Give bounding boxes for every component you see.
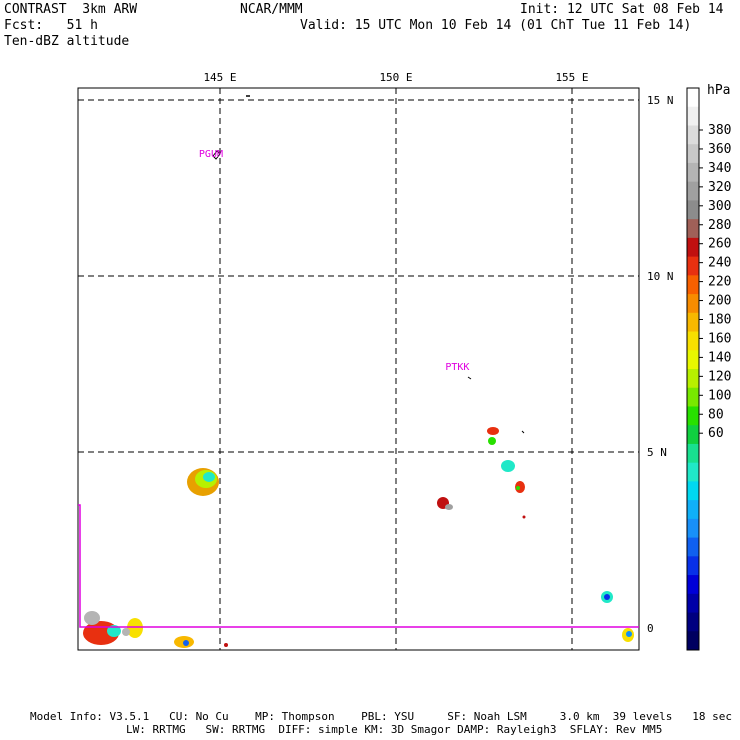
colorbar-swatch bbox=[687, 144, 699, 164]
colorbar-swatch bbox=[687, 425, 699, 445]
lat-tick-label: 15 N bbox=[647, 94, 674, 107]
echo-cell bbox=[626, 631, 632, 637]
colorbar-label: 320 bbox=[708, 180, 731, 195]
colorbar-swatch bbox=[687, 125, 699, 145]
colorbar-swatch bbox=[687, 237, 699, 258]
colorbar-swatch bbox=[687, 387, 699, 407]
colorbar-swatch bbox=[687, 575, 699, 595]
valid-time: Valid: 15 UTC Mon 10 Feb 14 (01 ChT Tue … bbox=[300, 18, 692, 33]
chuuk-coastline bbox=[467, 376, 472, 380]
lon-tick-label: 145 E bbox=[203, 71, 236, 84]
colorbar-label: 200 bbox=[708, 294, 731, 309]
colorbar-frame bbox=[686, 87, 700, 651]
colorbar-swatch bbox=[687, 518, 699, 539]
station-labels: PGUM PTKK bbox=[199, 149, 469, 373]
colorbar-unit: hPa bbox=[707, 83, 730, 98]
station-label: PGUM bbox=[199, 149, 223, 160]
colorbar-labels: 380 360 340 320 300 280 260 240 220 200 180 160 140 1… bbox=[708, 123, 731, 441]
colorbar-swatch bbox=[687, 462, 699, 482]
colorbar-swatch bbox=[687, 200, 699, 220]
colorbar-label: 380 bbox=[708, 123, 731, 138]
model-info-line2: LW: RRTMG SW: RRTMG DIFF: simple KM: 3D … bbox=[126, 723, 663, 736]
colorbar-swatch bbox=[687, 537, 699, 557]
echo-cell bbox=[203, 472, 215, 482]
colorbar-label: 140 bbox=[708, 350, 731, 365]
colorbar-label: 220 bbox=[708, 275, 731, 290]
colorbar-swatch bbox=[687, 612, 699, 632]
plot-area: PGUM PTKK bbox=[77, 87, 640, 651]
colorbar-swatch bbox=[687, 219, 699, 239]
echo-cell bbox=[604, 594, 610, 600]
colorbar-label: 60 bbox=[708, 426, 724, 441]
colorbar-swatch bbox=[687, 631, 699, 651]
model-title: CONTRAST 3km ARW bbox=[4, 2, 138, 17]
colorbar-swatch bbox=[687, 350, 699, 370]
colorbar-swatch bbox=[687, 443, 699, 464]
colorbar bbox=[686, 87, 703, 651]
island-outline bbox=[521, 430, 525, 434]
station-label: PTKK bbox=[445, 362, 469, 373]
echo-cell bbox=[224, 643, 228, 647]
lat-tick-label: 0 bbox=[647, 622, 654, 635]
echo-cell bbox=[107, 625, 121, 637]
echo-cell bbox=[127, 618, 143, 638]
colorbar-label: 160 bbox=[708, 331, 731, 346]
longitude-labels: 145 E 150 E 155 E bbox=[203, 71, 588, 84]
colorbar-label: 300 bbox=[708, 199, 731, 214]
colorbar-label: 120 bbox=[708, 369, 731, 384]
colorbar-swatch bbox=[687, 106, 699, 126]
echo-cell bbox=[488, 437, 496, 445]
echo-cell bbox=[501, 460, 515, 472]
colorbar-swatch bbox=[687, 369, 699, 389]
boundary-line bbox=[78, 504, 639, 628]
colorbar-label: 280 bbox=[708, 218, 731, 233]
colorbar-swatch bbox=[687, 162, 699, 183]
echo-cell bbox=[516, 486, 520, 490]
colorbar-swatch bbox=[687, 481, 699, 501]
colorbar-swatch bbox=[687, 593, 699, 614]
echo-cell bbox=[122, 628, 130, 636]
lat-tick-label: 10 N bbox=[647, 270, 674, 283]
gridlines bbox=[78, 88, 639, 650]
colorbar-label: 260 bbox=[708, 237, 731, 252]
colorbar-swatch bbox=[687, 181, 699, 201]
colorbar-swatch bbox=[687, 256, 699, 276]
echo-cell bbox=[183, 640, 189, 646]
colorbar-swatch bbox=[687, 500, 699, 520]
colorbar-label: 340 bbox=[708, 161, 731, 176]
colorbar-label: 100 bbox=[708, 388, 731, 403]
guam-coastline bbox=[212, 150, 221, 160]
colorbar-swatch bbox=[687, 294, 699, 314]
colorbar-swatch bbox=[687, 88, 699, 108]
lat-tick-label: 5 N bbox=[647, 446, 667, 459]
model-info-line1: Model Info: V3.5.1 CU: No Cu MP: Thompso… bbox=[30, 710, 732, 723]
institution-label: NCAR/MMM bbox=[240, 2, 303, 17]
colorbar-label: 80 bbox=[708, 407, 724, 422]
domain-boundary bbox=[78, 504, 639, 628]
echo-cell bbox=[84, 611, 100, 625]
colorbar-swatch bbox=[687, 275, 699, 295]
echo-cell bbox=[515, 481, 525, 493]
colorbar-swatch bbox=[687, 406, 699, 426]
colorbar-label: 360 bbox=[708, 142, 731, 157]
lon-tick-label: 155 E bbox=[555, 71, 588, 84]
lon-tick-label: 150 E bbox=[379, 71, 412, 84]
colorbar-swatch bbox=[687, 331, 699, 351]
init-time: Init: 12 UTC Sat 08 Feb 14 bbox=[520, 2, 724, 17]
echo-cell bbox=[522, 515, 526, 519]
colorbar-label: 240 bbox=[708, 256, 731, 271]
latitude-labels: 15 N 10 N 5 N 0 bbox=[647, 94, 674, 635]
echo-cell bbox=[445, 504, 453, 510]
colorbar-swatch bbox=[687, 312, 699, 333]
echo-cell bbox=[487, 427, 499, 435]
colorbar-label: 180 bbox=[708, 313, 731, 328]
map-frame bbox=[77, 87, 640, 651]
coastlines bbox=[212, 95, 525, 434]
colorbar-swatch bbox=[687, 556, 699, 576]
forecast-hour: Fcst: 51 h bbox=[4, 18, 98, 33]
field-name: Ten-dBZ altitude bbox=[4, 34, 130, 49]
